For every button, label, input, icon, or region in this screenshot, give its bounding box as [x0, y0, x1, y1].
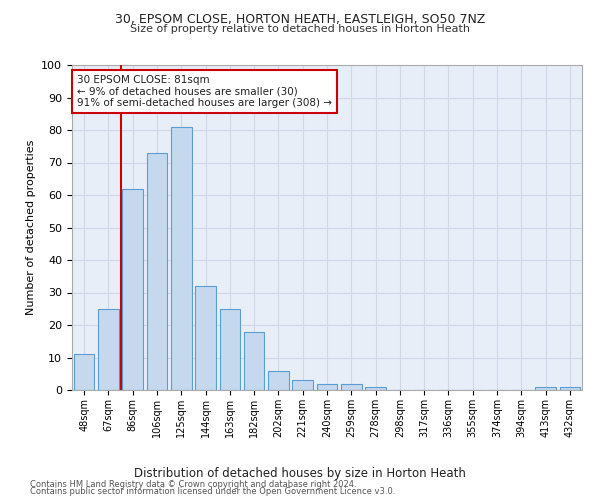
Bar: [292, 380, 313, 390]
Bar: [268, 370, 289, 390]
Bar: [244, 332, 265, 390]
Text: Contains HM Land Registry data © Crown copyright and database right 2024.: Contains HM Land Registry data © Crown c…: [30, 480, 356, 489]
Text: Contains public sector information licensed under the Open Government Licence v3: Contains public sector information licen…: [30, 487, 395, 496]
Bar: [171, 126, 191, 390]
Bar: [560, 387, 580, 390]
Bar: [317, 384, 337, 390]
Text: Size of property relative to detached houses in Horton Heath: Size of property relative to detached ho…: [130, 24, 470, 34]
Bar: [341, 384, 362, 390]
Bar: [122, 188, 143, 390]
Bar: [146, 153, 167, 390]
Bar: [74, 354, 94, 390]
Bar: [220, 308, 240, 390]
Text: 30 EPSOM CLOSE: 81sqm
← 9% of detached houses are smaller (30)
91% of semi-detac: 30 EPSOM CLOSE: 81sqm ← 9% of detached h…: [77, 74, 332, 108]
Text: 30, EPSOM CLOSE, HORTON HEATH, EASTLEIGH, SO50 7NZ: 30, EPSOM CLOSE, HORTON HEATH, EASTLEIGH…: [115, 12, 485, 26]
Y-axis label: Number of detached properties: Number of detached properties: [26, 140, 36, 315]
Bar: [98, 308, 119, 390]
Bar: [365, 387, 386, 390]
Bar: [535, 387, 556, 390]
Text: Distribution of detached houses by size in Horton Heath: Distribution of detached houses by size …: [134, 467, 466, 480]
Bar: [195, 286, 216, 390]
